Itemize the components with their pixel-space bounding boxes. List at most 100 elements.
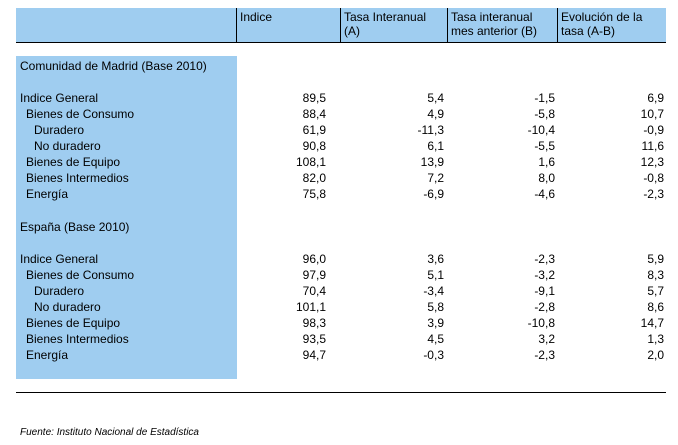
row-label: Indice General <box>20 252 99 266</box>
header-tasa-ant-line1: Tasa interanual <box>451 10 533 24</box>
row-label: Duradero <box>34 284 85 298</box>
cell-tasa-anterior: -10,8 <box>527 316 555 330</box>
cell-evolucion: -2,3 <box>643 187 664 201</box>
cell-tasa-anterior: 8,0 <box>538 171 555 185</box>
cell-tasa-anterior: -9,1 <box>534 284 555 298</box>
row-label: Energía <box>26 348 69 362</box>
header-tasa-ant-line2: mes anterior (B) <box>451 24 538 38</box>
cell-evolucion: 8,6 <box>647 300 664 314</box>
cell-tasa: 13,9 <box>420 155 444 169</box>
header-tasa-mes-anterior: Tasa interanual mes anterior (B) <box>451 10 537 38</box>
cell-indice: 101,1 <box>295 300 326 314</box>
header-tasa-interanual: Tasa Interanual (A) <box>344 10 426 38</box>
cell-evolucion: 14,7 <box>640 316 664 330</box>
cell-indice: 90,8 <box>302 139 326 153</box>
cell-tasa: -6,9 <box>423 187 444 201</box>
cell-tasa-anterior: -5,8 <box>534 107 555 121</box>
cell-indice: 75,8 <box>302 187 326 201</box>
cell-indice: 94,7 <box>302 348 326 362</box>
header-evolucion: Evolución de la tasa (A-B) <box>561 10 642 38</box>
table-row: Duradero 70,4 -3,4 -9,1 5,7 <box>0 283 678 299</box>
table-row: No duradero 90,8 6,1 -5,5 11,6 <box>0 138 678 154</box>
cell-tasa-anterior: -10,4 <box>527 123 555 137</box>
table-row: Bienes Intermedios 82,0 7,2 8,0 -0,8 <box>0 170 678 186</box>
cell-indice: 98,3 <box>302 316 326 330</box>
cell-tasa: 7,2 <box>427 171 444 185</box>
cell-tasa-anterior: -4,6 <box>534 187 555 201</box>
row-label: Energía <box>26 187 69 201</box>
cell-indice: 70,4 <box>302 284 326 298</box>
row-label: Indice General <box>20 91 99 105</box>
header-indice: Indice <box>240 10 272 24</box>
cell-evolucion: -0,8 <box>643 171 664 185</box>
row-label: No duradero <box>34 300 101 314</box>
cell-indice: 93,5 <box>302 332 326 346</box>
cell-indice: 97,9 <box>302 268 326 282</box>
cell-tasa-anterior: -2,3 <box>534 252 555 266</box>
cell-evolucion: 8,3 <box>647 268 664 282</box>
cell-tasa-anterior: -5,5 <box>534 139 555 153</box>
header-tasa-line2: (A) <box>344 24 360 38</box>
cell-tasa: -3,4 <box>423 284 444 298</box>
cell-evolucion: 6,9 <box>647 91 664 105</box>
cell-tasa: 5,4 <box>427 91 444 105</box>
cell-tasa: -11,3 <box>417 123 444 137</box>
cell-tasa: 6,1 <box>427 139 444 153</box>
table-row: Energía 94,7 -0,3 -2,3 2,0 <box>0 347 678 363</box>
table-row: No duradero 101,1 5,8 -2,8 8,6 <box>0 299 678 315</box>
row-label: No duradero <box>34 139 101 153</box>
cell-tasa: -0,3 <box>423 348 444 362</box>
cell-tasa-anterior: -3,2 <box>534 268 555 282</box>
header-evol-line1: Evolución de la <box>561 10 643 24</box>
cell-tasa: 3,9 <box>427 316 444 330</box>
cell-evolucion: 2,0 <box>647 348 664 362</box>
cell-evolucion: 5,9 <box>647 252 664 266</box>
section-title-espana: España (Base 2010) <box>20 220 130 234</box>
table-row: Bienes de Consumo 97,9 5,1 -3,2 8,3 <box>0 267 678 283</box>
row-label: Bienes de Equipo <box>26 316 121 330</box>
cell-evolucion: 11,6 <box>641 139 664 153</box>
table-row: Bienes de Equipo 98,3 3,9 -10,8 14,7 <box>0 315 678 331</box>
table-row: Indice General 89,5 5,4 -1,5 6,9 <box>0 90 678 106</box>
cell-evolucion: 1,3 <box>647 332 664 346</box>
header-indice-text: Indice <box>240 10 273 24</box>
cell-tasa-anterior: -2,3 <box>534 348 555 362</box>
table-row: Indice General 96,0 3,6 -2,3 5,9 <box>0 251 678 267</box>
cell-evolucion: 12,3 <box>640 155 664 169</box>
label-column-background <box>16 56 237 379</box>
table-row: Energía 75,8 -6,9 -4,6 -2,3 <box>0 186 678 202</box>
cell-indice: 88,4 <box>302 107 326 121</box>
table-row: Duradero 61,9 -11,3 -10,4 -0,9 <box>0 122 678 138</box>
table-row: Bienes Intermedios 93,5 4,5 3,2 1,3 <box>0 331 678 347</box>
cell-indice: 89,5 <box>302 91 326 105</box>
row-label: Duradero <box>34 123 85 137</box>
cell-tasa: 3,6 <box>427 252 444 266</box>
source-note: Fuente: Instituto Nacional de Estadístic… <box>20 427 199 438</box>
row-label: Bienes Intermedios <box>26 171 129 185</box>
table-row: Bienes de Consumo 88,4 4,9 -5,8 10,7 <box>0 106 678 122</box>
cell-tasa: 5,1 <box>427 268 444 282</box>
row-label: Bienes de Equipo <box>26 155 121 169</box>
cell-indice: 61,9 <box>302 123 326 137</box>
cell-tasa-anterior: -1,5 <box>534 91 555 105</box>
cell-indice: 82,0 <box>302 171 326 185</box>
column-divider <box>340 8 341 42</box>
row-label: Bienes de Consumo <box>26 268 135 282</box>
cell-tasa-anterior: 1,6 <box>538 155 555 169</box>
column-divider <box>447 8 448 42</box>
section-title-madrid: Comunidad de Madrid (Base 2010) <box>20 59 207 73</box>
cell-evolucion: 10,7 <box>640 107 664 121</box>
cell-tasa: 4,9 <box>427 107 444 121</box>
header-evol-line2: tasa (A-B) <box>561 24 616 38</box>
cell-evolucion: -0,9 <box>643 123 664 137</box>
row-label: Bienes Intermedios <box>26 332 129 346</box>
table-row: Bienes de Equipo 108,1 13,9 1,6 12,3 <box>0 154 678 170</box>
cell-tasa-anterior: 3,2 <box>538 332 555 346</box>
cell-indice: 96,0 <box>302 252 326 266</box>
cell-tasa-anterior: -2,8 <box>534 300 555 314</box>
cell-evolucion: 5,7 <box>647 284 664 298</box>
header-rule <box>16 42 666 43</box>
cell-tasa: 5,8 <box>427 300 444 314</box>
header-tasa-line1: Tasa Interanual <box>344 10 427 24</box>
